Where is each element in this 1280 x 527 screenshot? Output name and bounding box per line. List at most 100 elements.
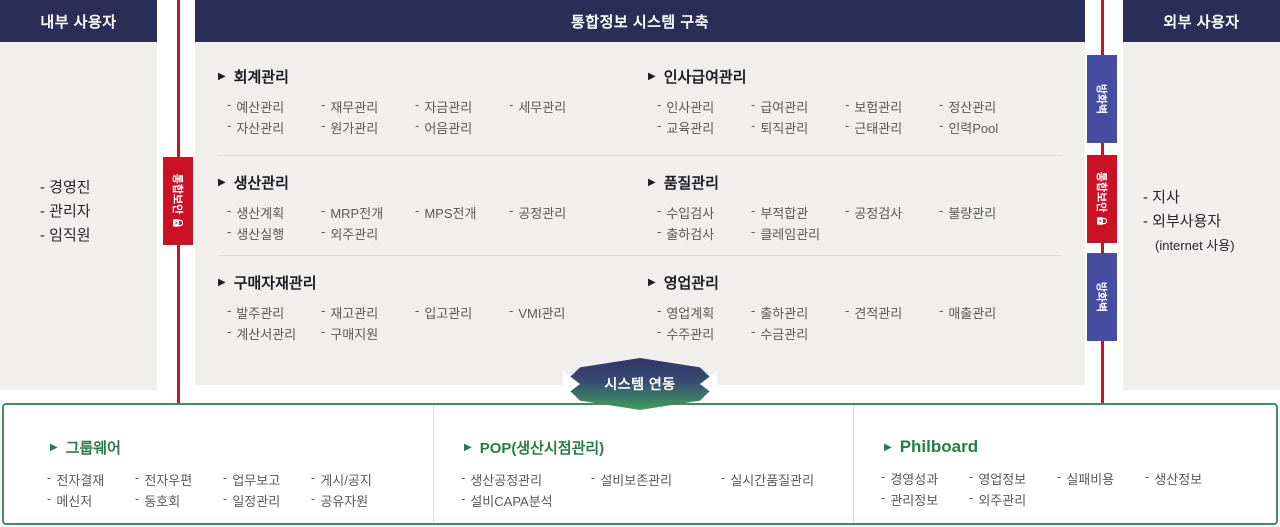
section-title: ▶ 그룹웨어 bbox=[50, 437, 433, 458]
section-item: - 공유자원 bbox=[311, 491, 399, 510]
item-dash: - bbox=[311, 491, 316, 506]
item-label: 자금관리 bbox=[424, 100, 473, 115]
section-item: - 업무보고 bbox=[223, 470, 311, 489]
item-dash: - bbox=[227, 118, 232, 133]
title-label: Philboard bbox=[899, 437, 979, 456]
linked-systems-panel: ▶ 그룹웨어 - 전자결재 - 전자우편 - 업무보고 - 게시/공지 - 메신저 - 동호회 - 일정관리 -… bbox=[2, 403, 1278, 525]
list-item: (internet 사용) bbox=[1155, 238, 1235, 253]
module-row-3: ▶ 구매자재관리 - 발주관리 - 재고관리 - 입고관리 - VMI관리 - 계산서관리 - 구매지원 … bbox=[218, 255, 1062, 385]
item-label: 원가관리 bbox=[330, 121, 379, 136]
module-item: - 재무관리 bbox=[321, 97, 415, 116]
internal-users-header: 내부 사용자 bbox=[0, 0, 157, 42]
item-dash: - bbox=[223, 470, 228, 485]
security-badge-label: 통합보안 bbox=[1095, 171, 1107, 213]
item-dash: - bbox=[227, 203, 232, 218]
item-label: 수입검사 bbox=[666, 206, 715, 221]
list-item: - 외부사용자 bbox=[1143, 213, 1222, 230]
internal-users-list: - 경영진 - 관리자 - 임직원 bbox=[0, 176, 157, 248]
item-dash: - bbox=[509, 97, 514, 112]
item-label: 설비보존관리 bbox=[600, 473, 673, 488]
item-row: - 출하검사 - 클레임관리 bbox=[657, 223, 1062, 244]
module-quality: ▶ 품질관리 - 수입검사 - 부적합관 - 공정검사 - 불량관리 - 출하검사 - 클레임관리 bbox=[648, 172, 1062, 255]
module-title: ▶ 생산관리 bbox=[218, 172, 648, 193]
item-dash: - bbox=[657, 303, 662, 318]
module-sales: ▶ 영업관리 - 영업계획 - 출하관리 - 견적관리 - 매출관리 - 수주관리 - 수금관리 bbox=[648, 272, 1062, 385]
item-dash: - bbox=[657, 324, 662, 339]
section-item: - 생산공정관리 bbox=[461, 470, 591, 489]
item-dash: - bbox=[135, 470, 140, 485]
section-title: ▶ Philboard bbox=[884, 437, 1276, 457]
item-label: 보험관리 bbox=[854, 100, 903, 115]
module-item: - MPS전개 bbox=[415, 203, 509, 222]
item-dash: - bbox=[939, 97, 944, 112]
item-dash: - bbox=[845, 97, 850, 112]
item-label: 급여관리 bbox=[760, 100, 809, 115]
item-label: 공정검사 bbox=[854, 206, 903, 221]
title-label: 구매자재관리 bbox=[233, 275, 317, 292]
item-label: 외주관리 bbox=[978, 493, 1027, 508]
module-item: - 수주관리 bbox=[657, 324, 751, 343]
module-item: - 계산서관리 bbox=[227, 324, 321, 343]
list-item: - 관리자 bbox=[40, 203, 91, 220]
item-row: - 예산관리 - 재무관리 - 자금관리 - 세무관리 bbox=[227, 96, 648, 117]
item-label: 수금관리 bbox=[760, 327, 809, 342]
module-item: - 인사관리 bbox=[657, 97, 751, 116]
section-philboard: ▶ Philboard - 경영성과 - 영업정보 - 실패비용 - 생산정보 - 관리정보 - 외주관리 bbox=[853, 405, 1276, 523]
item-dash: - bbox=[881, 469, 886, 484]
item-dash: - bbox=[321, 97, 326, 112]
item-label: 설비CAPA분석 bbox=[470, 494, 553, 509]
item-label: 교육관리 bbox=[666, 121, 715, 136]
item-dash: - bbox=[657, 97, 662, 112]
security-badge-left: 통합보안 bbox=[163, 157, 193, 245]
module-item: - 공정검사 bbox=[845, 203, 939, 222]
internal-users-panel: 내부 사용자 - 경영진 - 관리자 - 임직원 bbox=[0, 0, 157, 390]
item-dash: - bbox=[321, 303, 326, 318]
item-label: 생산실행 bbox=[236, 227, 285, 242]
module-item: - 재고관리 bbox=[321, 303, 415, 322]
title-label: 그룹웨어 bbox=[65, 440, 121, 457]
arrow-marker-icon: ▶ bbox=[648, 177, 656, 188]
item-label: 재고관리 bbox=[330, 306, 379, 321]
module-item: - 자산관리 bbox=[227, 118, 321, 137]
item-dash: - bbox=[939, 203, 944, 218]
item-dash: - bbox=[1057, 469, 1062, 484]
item-label: 어음관리 bbox=[424, 121, 473, 136]
item-dash: - bbox=[311, 470, 316, 485]
module-item: - 출하관리 bbox=[751, 303, 845, 322]
item-dash: - bbox=[657, 224, 662, 239]
title-label: 회계관리 bbox=[233, 69, 289, 86]
module-item: - 생산실행 bbox=[227, 224, 321, 243]
module-item: - 급여관리 bbox=[751, 97, 845, 116]
item-row: - 수입검사 - 부적합관 - 공정검사 - 불량관리 bbox=[657, 202, 1062, 223]
item-label: 구매지원 bbox=[330, 327, 379, 342]
connector-shape bbox=[563, 358, 717, 410]
section-item: - 경영성과 bbox=[881, 469, 969, 488]
list-item: - 임직원 bbox=[40, 227, 91, 244]
module-accounting: ▶ 회계관리 - 예산관리 - 재무관리 - 자금관리 - 세무관리 - 자산관리 - 원가관리 - 어음관리 bbox=[218, 66, 648, 155]
section-title: ▶ POP(생산시점관리) bbox=[464, 437, 853, 458]
item-label: 업무보고 bbox=[232, 473, 281, 488]
item-row: - 계산서관리 - 구매지원 bbox=[227, 323, 648, 344]
module-item: - 수입검사 bbox=[657, 203, 751, 222]
item-dash: - bbox=[845, 203, 850, 218]
module-production: ▶ 생산관리 - 생산계획 - MRP전개 - MPS전개 - 공정관리 - 생산실행 - 외주관리 bbox=[218, 172, 648, 255]
item-dash: - bbox=[461, 470, 466, 485]
module-item: - 불량관리 bbox=[939, 203, 1033, 222]
module-item: - 생산계획 bbox=[227, 203, 321, 222]
arrow-marker-icon: ▶ bbox=[218, 277, 226, 288]
module-item: - 발주관리 bbox=[227, 303, 321, 322]
item-dash: - bbox=[415, 97, 420, 112]
section-item: - 전자결재 bbox=[47, 470, 135, 489]
section-pop: ▶ POP(생산시점관리) - 생산공정관리 - 설비보존관리 - 실시간품질관리 - 설비CAP… bbox=[433, 405, 853, 523]
firewall-badge-label: 방화벽 bbox=[1095, 281, 1107, 313]
module-item: - 정산관리 bbox=[939, 97, 1033, 116]
item-label: 외주관리 bbox=[330, 227, 379, 242]
module-item: - 예산관리 bbox=[227, 97, 321, 116]
arrow-marker-icon: ▶ bbox=[218, 177, 226, 188]
lock-icon bbox=[1097, 216, 1108, 226]
item-label: 부적합관 bbox=[760, 206, 809, 221]
external-users-panel: 외부 사용자 - 지사 - 외부사용자 (internet 사용) bbox=[1123, 0, 1280, 390]
section-item: - 일정관리 bbox=[223, 491, 311, 510]
item-row: - 설비CAPA분석 bbox=[461, 490, 853, 511]
item-label: 실시간품질관리 bbox=[730, 473, 815, 488]
